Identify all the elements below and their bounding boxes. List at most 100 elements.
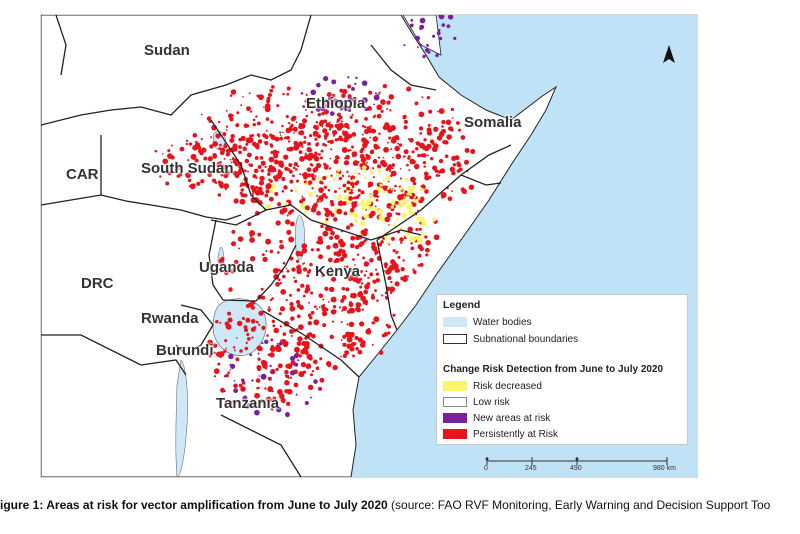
risk-speck [304, 400, 309, 405]
risk-speck [341, 147, 348, 153]
scale-tick-1: 245 [525, 465, 537, 472]
risk-speck [357, 194, 361, 197]
risk-speck [230, 89, 237, 95]
risk-speck [338, 176, 343, 181]
risk-speck [194, 142, 201, 148]
risk-speck [316, 194, 319, 197]
risk-speck [225, 347, 227, 350]
risk-speck [194, 158, 199, 163]
risk-speck [359, 153, 365, 159]
risk-speck [361, 308, 365, 311]
risk-speck [336, 208, 343, 215]
risk-speck [332, 134, 335, 137]
risk-speck [397, 202, 403, 208]
risk-speck [356, 253, 360, 257]
risk-speck [264, 103, 271, 109]
risk-speck [298, 354, 302, 358]
risk-speck [304, 99, 308, 103]
risk-speck [320, 224, 324, 229]
risk-speck [352, 354, 355, 358]
risk-speck [339, 241, 346, 248]
risk-speck [233, 383, 238, 389]
risk-speck [311, 333, 316, 339]
risk-speck [232, 346, 236, 349]
risk-speck [256, 365, 262, 370]
risk-speck [251, 400, 256, 405]
risk-speck [279, 131, 282, 134]
risk-speck [284, 202, 287, 206]
risk-speck [413, 196, 417, 199]
risk-speck [373, 189, 379, 196]
risk-speck [363, 299, 366, 302]
risk-speck [263, 106, 265, 108]
risk-speck [302, 262, 305, 265]
risk-speck [293, 382, 299, 388]
risk-speck [310, 173, 315, 178]
risk-speck [340, 339, 343, 341]
risk-speck [258, 180, 265, 186]
risk-speck [342, 353, 348, 359]
risk-speck [360, 229, 366, 235]
risk-speck [377, 93, 380, 96]
risk-speck [390, 137, 397, 144]
risk-speck [218, 181, 224, 187]
risk-speck [229, 117, 234, 122]
risk-speck [241, 378, 245, 383]
caption-source: (source: FAO RVF Monitoring, Early Warni… [387, 498, 771, 512]
risk-speck [165, 181, 170, 186]
risk-speck [296, 165, 300, 168]
risk-speck [238, 145, 242, 149]
risk-speck [296, 341, 302, 347]
legend-row-water: Water bodies [443, 316, 532, 328]
risk-speck [286, 214, 289, 217]
risk-speck [352, 258, 355, 261]
risk-speck [410, 236, 413, 240]
risk-speck [383, 84, 388, 88]
risk-speck [366, 201, 370, 204]
risk-speck [224, 339, 228, 343]
risk-speck [318, 386, 323, 391]
label-rwanda: Rwanda [141, 310, 199, 327]
risk-speck [299, 157, 303, 161]
risk-speck [351, 113, 354, 116]
risk-speck [254, 156, 259, 160]
risk-speck [423, 165, 426, 168]
risk-speck [307, 384, 314, 391]
risk-speck [345, 287, 350, 292]
risk-speck [231, 400, 234, 403]
risk-speck [374, 289, 377, 292]
risk-speck [293, 346, 300, 353]
risk-speck [442, 140, 447, 145]
risk-speck [281, 124, 284, 128]
label-uganda: Uganda [199, 259, 255, 276]
risk-speck [362, 142, 368, 148]
risk-speck [351, 145, 354, 149]
risk-speck [270, 120, 274, 124]
risk-speck [227, 311, 232, 316]
risk-speck [389, 170, 392, 173]
risk-speck [399, 177, 403, 180]
risk-speck [328, 301, 330, 303]
risk-speck [342, 130, 345, 134]
risk-speck [249, 237, 255, 243]
risk-speck [238, 383, 243, 388]
risk-speck [316, 210, 321, 216]
risk-speck [265, 367, 268, 370]
risk-speck [343, 189, 347, 193]
risk-speck [286, 92, 290, 96]
risk-speck [391, 199, 397, 205]
risk-speck [330, 174, 333, 177]
risk-speck [300, 193, 303, 195]
risk-speck [288, 163, 293, 168]
risk-speck [323, 98, 329, 104]
risk-speck [256, 345, 262, 351]
risk-speck [351, 151, 358, 157]
risk-speck [257, 352, 260, 355]
risk-speck [347, 331, 351, 336]
risk-speck [399, 167, 402, 170]
risk-speck [188, 142, 193, 146]
risk-speck [305, 93, 308, 96]
risk-speck [385, 168, 389, 172]
risk-speck [421, 221, 427, 227]
risk-speck [419, 246, 424, 252]
